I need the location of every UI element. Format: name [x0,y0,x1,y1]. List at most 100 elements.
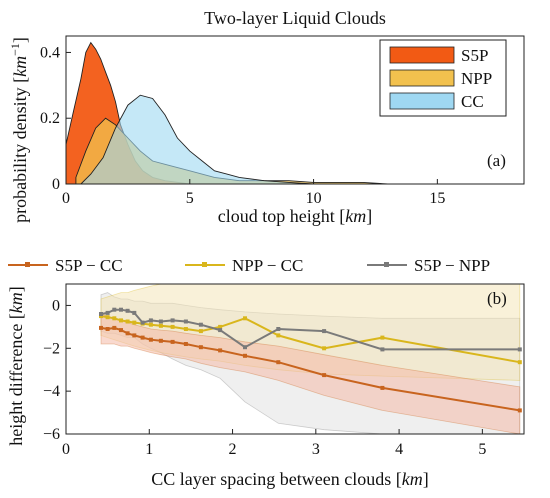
point-s5p-cc-10 [183,342,188,346]
point-npp-cc-2 [112,316,117,321]
x-axis-label-a-bracket-open: [ [339,206,345,226]
panel-b-bands [100,284,521,434]
y-axis-label-a-main: probability density [10,83,30,223]
point-s5p-cc-8 [158,338,163,343]
point-s5p-npp-17 [517,347,522,352]
point-s5p-cc-13 [243,353,247,358]
x-axis-label-a-main: cloud top height [218,206,339,226]
point-s5p-cc-2 [112,325,117,330]
point-npp-cc-9 [170,324,175,329]
y-axis-label-a: probability density [km−1] [8,37,30,223]
point-s5p-cc-6 [140,335,145,340]
band-s5p-cc [100,313,521,434]
panel-b-ticks: 0 1 2 3 4 5 −6 −4 −2 0 [43,297,486,458]
legend-marker-s5p-npp [384,262,389,267]
point-s5p-npp-0 [99,312,103,316]
legend-a: S5P NPP CC [379,39,507,117]
legend-label-cc: CC [461,92,484,111]
y-axis-label-a-bracket-close: ] [10,37,30,43]
x-axis-label-a-bracket-close: ] [366,206,372,226]
y-tick-label-b-1: −4 [43,383,60,400]
legend-marker-s5p-cc [25,262,30,267]
x-axis-label-a: cloud top height [km] [218,206,372,226]
point-s5p-npp-3 [119,307,123,312]
point-s5p-cc-5 [132,333,137,338]
x-tick-label-b-3: 3 [312,441,320,458]
point-s5p-npp-9 [170,318,175,323]
y-axis-label-a-bracket-open: [ [10,77,30,83]
point-npp-cc-16 [380,335,385,340]
point-s5p-cc-16 [380,385,385,390]
point-s5p-npp-10 [183,319,188,324]
point-s5p-npp-7 [148,318,153,323]
point-s5p-npp-5 [132,310,137,315]
x-axis-label-b-unit: km [402,469,423,489]
point-s5p-npp-4 [125,308,130,313]
point-s5p-cc-0 [99,325,103,330]
point-npp-cc-1 [105,315,110,320]
point-s5p-npp-2 [112,307,117,312]
legend-b: S5P − CC NPP − CC S5P − NPP [8,256,490,275]
y-axis-label-b-main: height difference [6,319,26,446]
panel-a-ticks: 0 5 10 15 0 0.2 0.4 [40,44,445,207]
point-s5p-cc-15 [322,373,327,378]
point-s5p-cc-7 [148,337,153,342]
point-s5p-npp-11 [198,322,203,327]
point-npp-cc-7 [148,322,153,327]
point-npp-cc-14 [276,333,281,338]
point-npp-cc-5 [132,320,137,325]
x-axis-label-a-unit: km [345,206,366,226]
point-npp-cc-13 [243,316,247,321]
panel-a-areas [65,41,388,185]
x-axis-label-b-bracket-close: ] [423,469,429,489]
y-axis-label-b-unit: km [6,292,26,313]
point-s5p-npp-13 [243,345,247,350]
point-s5p-cc-17 [517,408,522,413]
point-s5p-cc-9 [170,339,175,344]
legend-label-s5p-cc: S5P − CC [55,256,123,275]
point-npp-cc-11 [198,329,203,334]
point-s5p-cc-12 [218,348,223,353]
point-s5p-cc-4 [125,331,130,336]
x-tick-label-a-3: 15 [429,190,445,207]
y-axis-label-b: height difference [km] [6,286,26,446]
panel-a: Two-layer Liquid Clouds 0 5 10 15 0 0.2 0.4 S5… [8,8,525,226]
chart-title-a: Two-layer Liquid Clouds [204,8,386,28]
panel-b: 0 1 2 3 4 5 −6 −4 −2 0 (b) CC layer spacing betwe… [6,283,525,489]
x-axis-label-b: CC layer spacing between clouds [km] [151,469,428,489]
legend-label-s5p: S5P [461,46,488,65]
plot-frame-a [65,35,525,185]
y-tick-label-a-0: 0 [52,176,60,193]
point-npp-cc-4 [125,319,130,324]
panel-b-lines [99,307,522,413]
y-tick-label-a-1: 0.2 [40,110,60,127]
point-s5p-cc-1 [105,327,110,331]
point-s5p-cc-11 [198,345,203,350]
point-npp-cc-3 [119,318,123,323]
x-tick-label-a-2: 10 [306,190,322,207]
legend-swatch-npp [389,69,455,87]
panel-label-a: (a) [487,151,506,170]
y-tick-label-a-2: 0.4 [40,44,60,61]
point-npp-cc-15 [322,346,327,351]
legend-label-npp-cc: NPP − CC [232,256,303,275]
y-axis-label-a-unit: km [10,56,30,77]
point-s5p-npp-16 [380,347,385,352]
plot-frame-b [65,283,525,435]
point-s5p-npp-8 [158,319,163,324]
point-npp-cc-8 [158,323,163,328]
x-tick-label-b-2: 2 [229,441,237,458]
legend-label-npp: NPP [461,69,492,88]
point-npp-cc-10 [183,327,188,331]
legend-swatch-cc [389,92,455,110]
area-cc [79,94,314,185]
x-tick-label-a-0: 0 [62,190,70,207]
point-s5p-cc-3 [119,328,123,333]
point-s5p-npp-6 [140,320,145,325]
point-s5p-npp-14 [276,327,281,331]
x-axis-label-b-bracket-open: [ [396,469,402,489]
x-tick-label-b-1: 1 [145,441,153,458]
point-s5p-npp-12 [218,328,223,333]
legend-label-s5p-npp: S5P − NPP [414,256,490,275]
